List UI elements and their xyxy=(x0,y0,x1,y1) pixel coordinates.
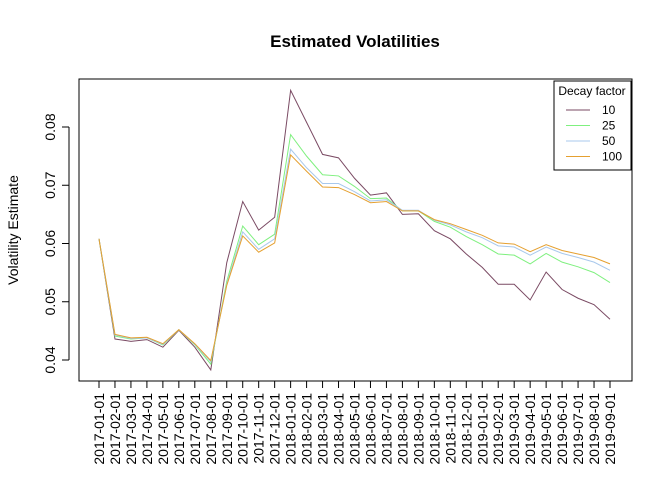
y-tick-label: 0.08 xyxy=(42,113,58,140)
y-tick-label: 0.07 xyxy=(42,171,58,198)
legend-label-100: 100 xyxy=(602,150,622,164)
x-tick-label: 2019-08-01 xyxy=(586,393,602,465)
x-tick-label: 2019-04-01 xyxy=(522,393,538,465)
series-line-10 xyxy=(98,88,611,372)
y-axis-label: Volatility Estimate xyxy=(5,175,21,285)
x-tick-label: 2018-04-01 xyxy=(331,393,347,465)
x-tick-label: 2019-06-01 xyxy=(554,393,570,465)
legend-label-25: 25 xyxy=(602,119,616,133)
x-tick-label: 2017-10-01 xyxy=(235,393,251,465)
legend-label-10: 10 xyxy=(602,103,616,117)
x-tick-label: 2018-03-01 xyxy=(315,393,331,465)
series-line-50 xyxy=(98,148,611,363)
x-tick-label: 2018-01-01 xyxy=(283,393,299,465)
x-tick-label: 2017-04-01 xyxy=(139,393,155,465)
plot-frame xyxy=(78,78,633,382)
x-tick-label: 2018-02-01 xyxy=(299,393,315,465)
x-tick-label: 2018-06-01 xyxy=(362,393,378,465)
x-tick-label: 2018-10-01 xyxy=(426,393,442,465)
x-tick-label: 2018-12-01 xyxy=(458,393,474,465)
x-tick-label: 2017-03-01 xyxy=(123,393,139,465)
x-tick-label: 2019-02-01 xyxy=(490,393,506,465)
series-line-25 xyxy=(98,133,611,366)
x-tick-label: 2017-08-01 xyxy=(203,393,219,465)
series-lines xyxy=(98,88,611,372)
x-tick-label: 2017-12-01 xyxy=(267,393,283,465)
x-tick-label: 2017-06-01 xyxy=(171,393,187,465)
chart-title: Estimated Volatilities xyxy=(270,32,440,51)
x-tick-label: 2019-03-01 xyxy=(506,393,522,465)
x-tick-label: 2017-09-01 xyxy=(219,393,235,465)
x-tick-label: 2018-11-01 xyxy=(442,393,458,464)
x-tick-label: 2017-01-01 xyxy=(91,393,107,465)
x-tick-label: 2017-11-01 xyxy=(251,393,267,464)
y-axis: 0.04 0.05 0.06 0.07 0.08 xyxy=(42,113,70,374)
x-tick-label: 2019-01-01 xyxy=(474,393,490,465)
x-tick-label: 2017-07-01 xyxy=(187,393,203,465)
x-axis: 2017-01-01 2017-02-01 2017-03-01 2017-04-01… xyxy=(91,380,618,465)
legend-label-50: 50 xyxy=(602,134,616,148)
x-tick-label: 2017-02-01 xyxy=(107,393,123,465)
x-tick-label: 2018-05-01 xyxy=(347,393,363,465)
x-tick-label: 2018-07-01 xyxy=(378,393,394,465)
legend-title: Decay factor xyxy=(558,84,625,98)
x-tick-label: 2017-05-01 xyxy=(155,393,171,465)
y-tick-label: 0.04 xyxy=(42,346,58,373)
x-tick-label: 2019-09-01 xyxy=(602,393,618,465)
x-tick-label: 2019-05-01 xyxy=(538,393,554,465)
y-tick-label: 0.05 xyxy=(42,288,58,315)
x-tick-label: 2019-07-01 xyxy=(570,393,586,465)
x-tick-label: 2018-08-01 xyxy=(394,393,410,465)
x-tick-label: 2018-09-01 xyxy=(410,393,426,465)
series-line-100 xyxy=(98,153,611,362)
y-tick-label: 0.06 xyxy=(42,230,58,257)
